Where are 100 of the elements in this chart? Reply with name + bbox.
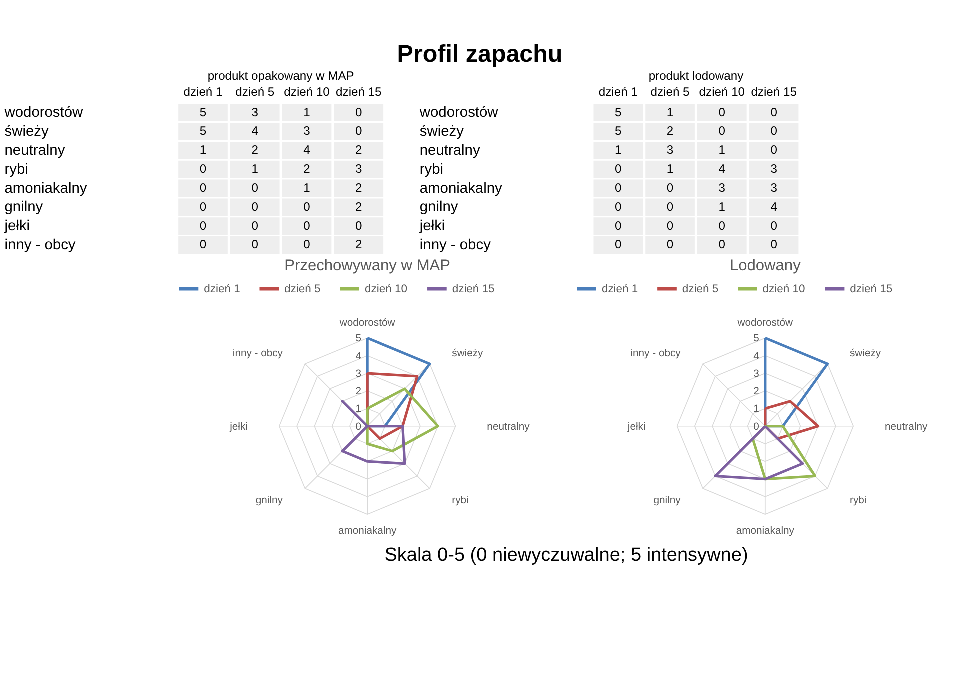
data-label: 4 <box>718 162 726 176</box>
y-tick-label: 1 <box>754 404 760 416</box>
y-tick-label: świeży <box>420 124 465 140</box>
data-label: 1 <box>718 143 726 158</box>
legend-label: dzień 10 <box>364 284 408 296</box>
y-tick-label: 2 <box>356 386 362 398</box>
data-label: 0 <box>200 238 207 252</box>
y-tick-label: 3 <box>754 368 760 380</box>
chart-title: produkt lodowany <box>648 69 745 83</box>
y-tick-label: amoniakalny <box>420 180 504 197</box>
x-tick-label: dzień 1 <box>598 85 638 99</box>
data-label: 2 <box>252 143 259 158</box>
data-label: 5 <box>615 105 622 120</box>
legend-label: dzień 1 <box>204 284 240 296</box>
chart-title: Przechowywany w MAP <box>284 257 451 274</box>
spoke-label: jełki <box>626 422 646 433</box>
data-label: 0 <box>615 180 622 195</box>
y-tick-label: gnilny <box>420 200 459 216</box>
data-label: 0 <box>615 200 622 214</box>
x-tick-label: dzień 5 <box>236 85 275 99</box>
spoke-label: amoniakalny <box>736 526 796 537</box>
data-label: 0 <box>666 238 674 252</box>
data-label: 0 <box>200 218 207 233</box>
data-label: 1 <box>718 200 726 214</box>
data-label: 2 <box>666 124 674 138</box>
data-label: 1 <box>252 162 259 176</box>
spoke-label: wodorostów <box>736 318 794 329</box>
text: Profil zapachu <box>397 40 563 68</box>
x-tick-label: dzień 15 <box>751 85 798 99</box>
data-label: 0 <box>304 218 311 233</box>
data-label: 0 <box>252 180 259 195</box>
data-label: 0 <box>252 200 259 214</box>
y-tick-label: 3 <box>356 368 362 380</box>
data-label: 0 <box>615 238 622 252</box>
data-label: 0 <box>615 162 622 176</box>
data-label: 3 <box>770 162 778 176</box>
legend-label: dzień 5 <box>284 284 321 296</box>
data-label: 0 <box>770 143 778 158</box>
spoke-label: gnilny <box>654 495 682 506</box>
legend-label: dzień 15 <box>850 284 893 296</box>
data-label: 3 <box>718 180 726 195</box>
legend-label: dzień 15 <box>452 284 495 296</box>
chart-title: Lodowany <box>730 257 802 274</box>
y-tick-label: inny - obcy <box>420 238 492 254</box>
data-label: 0 <box>770 218 778 233</box>
data-label: 0 <box>666 218 674 233</box>
data-label: 1 <box>200 143 207 158</box>
data-label: 3 <box>770 180 778 195</box>
x-tick-label: dzień 15 <box>336 85 382 99</box>
data-label: 1 <box>666 162 674 176</box>
y-tick-label: 0 <box>754 422 760 433</box>
data-label: 4 <box>252 124 259 138</box>
legend-label: dzień 1 <box>602 284 638 296</box>
spoke-label: neutralny <box>487 422 531 433</box>
y-tick-label: jełki <box>4 218 30 235</box>
data-label: 5 <box>200 105 207 120</box>
y-tick-label: gnilny <box>4 200 44 216</box>
data-label: 5 <box>200 124 207 138</box>
y-tick-label: 2 <box>754 386 760 398</box>
y-tick-label: 1 <box>356 404 362 416</box>
x-tick-label: dzień 10 <box>284 85 330 99</box>
data-label: 0 <box>770 124 778 138</box>
data-label: 0 <box>200 180 207 195</box>
data-label: 0 <box>718 105 726 120</box>
spoke-label: inny - obcy <box>630 348 682 360</box>
y-tick-label: rybi <box>420 162 444 178</box>
y-tick-label: 5 <box>754 334 760 345</box>
data-label: 4 <box>770 200 778 214</box>
data-label: 3 <box>252 105 259 120</box>
spoke-label: wodorostów <box>338 318 396 329</box>
data-label: 1 <box>304 105 311 120</box>
data-label: 0 <box>200 162 207 176</box>
y-tick-label: rybi <box>4 162 28 178</box>
y-tick-label: 4 <box>754 351 760 362</box>
legend-label: dzień 10 <box>762 284 806 296</box>
y-tick-label: neutralny <box>420 142 481 159</box>
y-tick-label: neutralny <box>4 142 66 159</box>
spoke-label: neutralny <box>885 422 928 433</box>
chart-title: produkt opakowany w MAP <box>208 69 354 83</box>
spoke-label: amoniakalny <box>338 526 398 537</box>
data-label: 0 <box>252 238 259 252</box>
x-tick-label: dzień 10 <box>699 85 746 99</box>
data-label: 4 <box>304 143 311 158</box>
y-tick-label: 4 <box>356 351 362 362</box>
data-label: 1 <box>304 180 311 195</box>
y-tick-label: wodorostów <box>4 105 84 122</box>
data-label: 0 <box>304 238 311 252</box>
data-label: 0 <box>770 238 778 252</box>
y-tick-label: 0 <box>356 422 362 433</box>
data-label: 2 <box>304 162 311 176</box>
spoke-label: inny - obcy <box>232 348 284 360</box>
spoke-label: świeży <box>850 348 882 360</box>
data-label: 0 <box>718 218 726 233</box>
data-label: 0 <box>718 238 726 252</box>
data-label: 5 <box>615 124 622 138</box>
y-tick-label: wodorostów <box>418 105 499 122</box>
data-label: 0 <box>200 200 207 214</box>
legend-label: dzień 5 <box>682 284 719 296</box>
spoke-label: rybi <box>850 495 867 506</box>
x-tick-label: dzień 5 <box>650 85 690 99</box>
